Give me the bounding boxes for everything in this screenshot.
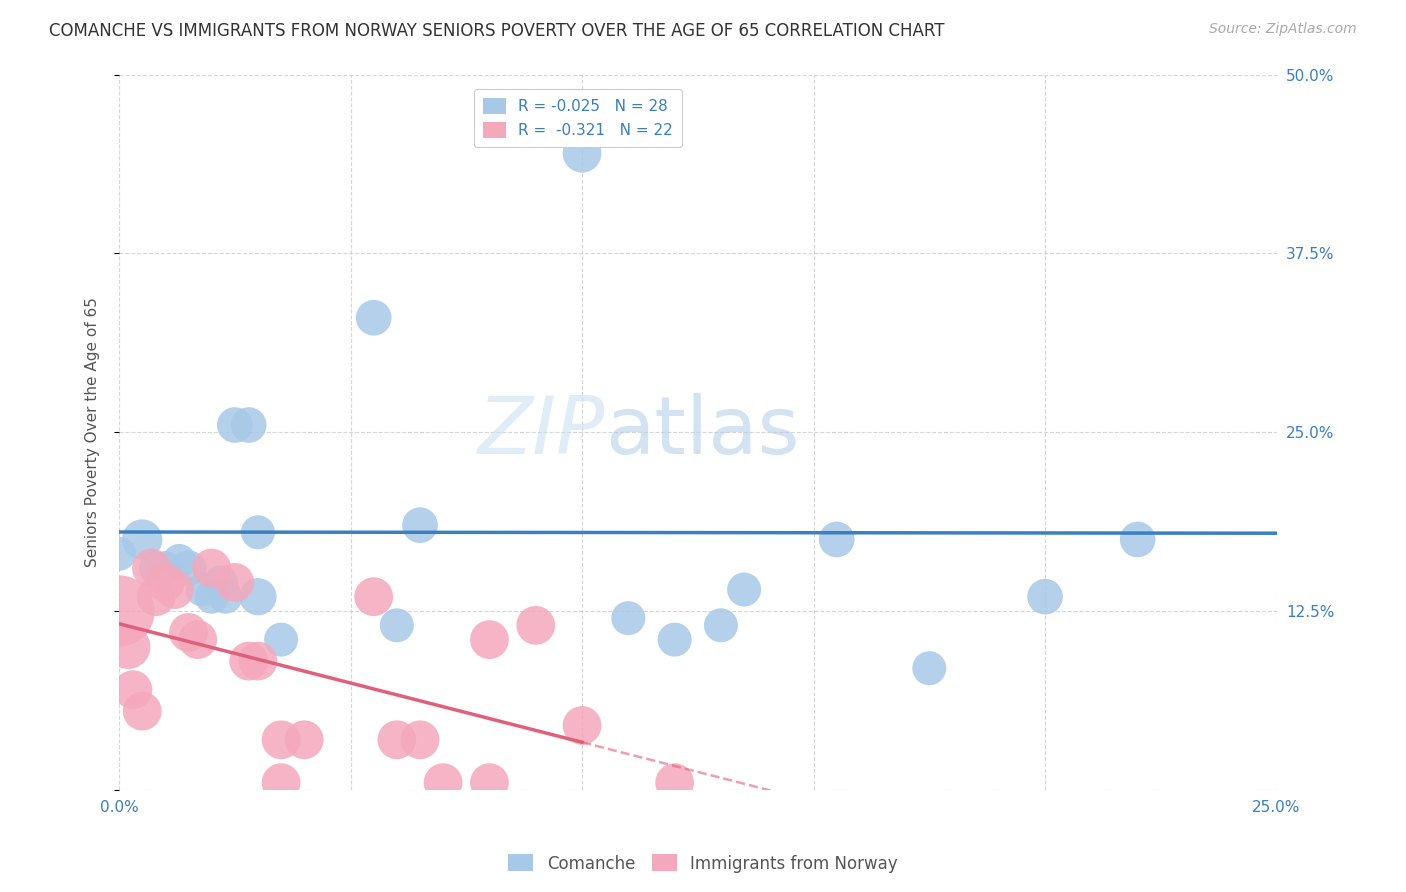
Point — [224, 575, 246, 590]
Point — [187, 632, 209, 647]
Point — [524, 618, 547, 632]
Point — [1033, 590, 1056, 604]
Point — [432, 775, 454, 789]
Point — [246, 590, 269, 604]
Point — [201, 561, 224, 575]
Point — [122, 682, 145, 697]
Point — [918, 661, 941, 675]
Point — [108, 604, 131, 618]
Point — [710, 618, 733, 632]
Point — [238, 654, 260, 668]
Text: COMANCHE VS IMMIGRANTS FROM NORWAY SENIORS POVERTY OVER THE AGE OF 65 CORRELATIO: COMANCHE VS IMMIGRANTS FROM NORWAY SENIO… — [49, 22, 945, 40]
Point — [155, 575, 177, 590]
Legend: R = -0.025   N = 28, R =  -0.321   N = 22: R = -0.025 N = 28, R = -0.321 N = 22 — [474, 89, 682, 147]
Text: atlas: atlas — [605, 393, 800, 471]
Point — [664, 632, 686, 647]
Point — [108, 547, 131, 561]
Point — [191, 582, 214, 597]
Point — [246, 654, 269, 668]
Legend: Comanche, Immigrants from Norway: Comanche, Immigrants from Norway — [502, 847, 904, 880]
Point — [478, 775, 501, 789]
Point — [385, 618, 408, 632]
Point — [163, 582, 186, 597]
Point — [224, 417, 246, 432]
Point — [825, 533, 848, 547]
Point — [145, 590, 167, 604]
Point — [478, 632, 501, 647]
Point — [246, 525, 269, 540]
Point — [238, 417, 260, 432]
Point — [733, 582, 755, 597]
Point — [177, 625, 200, 640]
Point — [201, 590, 224, 604]
Point — [664, 775, 686, 789]
Y-axis label: Seniors Poverty Over the Age of 65: Seniors Poverty Over the Age of 65 — [86, 297, 100, 567]
Text: ZIP: ZIP — [478, 393, 605, 471]
Point — [409, 518, 432, 533]
Point — [209, 575, 232, 590]
Point — [167, 554, 190, 568]
Point — [270, 632, 292, 647]
Point — [363, 590, 385, 604]
Point — [571, 718, 593, 732]
Point — [270, 732, 292, 747]
Point — [177, 561, 200, 575]
Point — [131, 704, 153, 718]
Point — [593, 118, 616, 132]
Point — [141, 561, 163, 575]
Point — [214, 590, 236, 604]
Point — [145, 561, 167, 575]
Point — [155, 561, 177, 575]
Point — [270, 775, 292, 789]
Point — [409, 732, 432, 747]
Text: Source: ZipAtlas.com: Source: ZipAtlas.com — [1209, 22, 1357, 37]
Point — [117, 640, 139, 654]
Point — [292, 732, 315, 747]
Point — [571, 146, 593, 161]
Point — [363, 310, 385, 325]
Point — [617, 611, 640, 625]
Point — [385, 732, 408, 747]
Point — [131, 533, 153, 547]
Point — [1126, 533, 1149, 547]
